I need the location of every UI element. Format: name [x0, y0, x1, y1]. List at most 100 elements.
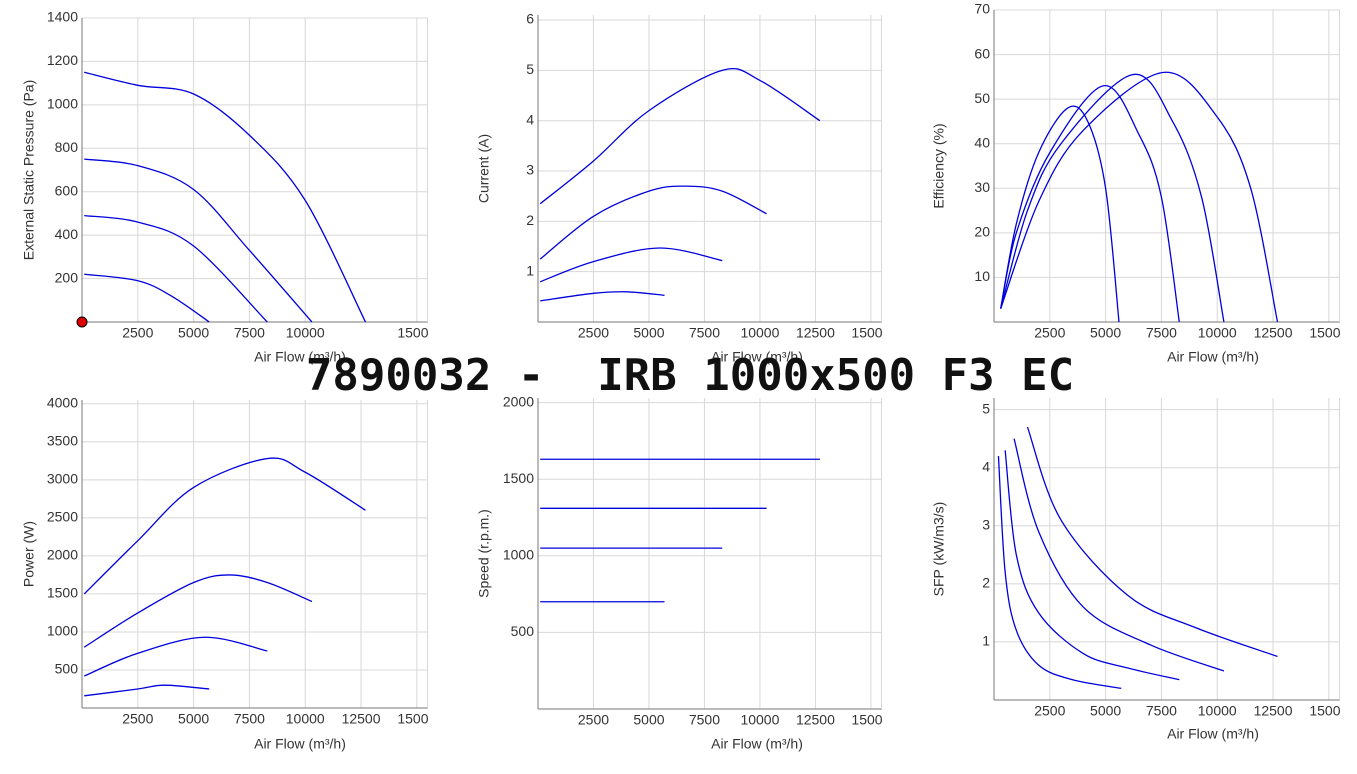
y-tick-label: 2 — [982, 575, 990, 591]
y-tick-label: 1000 — [503, 547, 534, 563]
x-tick-label: 10000 — [1198, 325, 1237, 341]
y-axis-label: External Static Pressure (Pa) — [21, 80, 37, 261]
curve — [539, 185, 767, 260]
curve — [540, 291, 665, 302]
x-tick-label: 5000 — [1090, 703, 1121, 719]
y-tick-label: 4000 — [47, 395, 78, 411]
x-tick-label: 5000 — [178, 325, 209, 341]
y-tick-label: 1500 — [47, 585, 78, 601]
y-tick-label: 3 — [526, 162, 534, 178]
x-tick-label: 2500 — [122, 711, 153, 727]
chart: 500 1000 1500 2000 2500 5000 7500 10000 12500 150… — [476, 393, 890, 752]
y-tick-label: 60 — [974, 45, 990, 61]
curve — [1004, 450, 1180, 681]
y-tick-label: 1 — [982, 633, 990, 649]
y-tick-label: 2500 — [47, 509, 78, 525]
x-axis-label: Air Flow (m³/h) — [254, 736, 346, 752]
x-tick-label: 5000 — [633, 325, 664, 341]
y-axis-label: SFP (kW/m3/s) — [931, 502, 947, 597]
y-tick-label: 5 — [982, 400, 990, 416]
x-tick-label: 5000 — [178, 711, 209, 727]
y-tick-label: 4 — [982, 458, 990, 474]
y-tick-label: 200 — [55, 269, 79, 285]
curve — [84, 273, 210, 323]
x-tick-label: 7500 — [234, 325, 265, 341]
y-tick-label: 400 — [55, 226, 79, 242]
y-axis-label: Speed (r.p.m.) — [476, 509, 492, 598]
y-tick-label: 1400 — [47, 9, 78, 25]
curve — [83, 457, 366, 595]
curve — [1000, 71, 1279, 323]
x-tick-label: 2500 — [578, 712, 609, 728]
y-tick-label: 2000 — [47, 547, 78, 563]
y-tick-label: 1000 — [47, 96, 78, 112]
curve — [1013, 438, 1225, 672]
page-title: 7890032 - IRB 1000x500 F3 EC — [306, 350, 1074, 401]
x-tick-label: 12500 — [1254, 703, 1293, 719]
curve — [1000, 73, 1225, 323]
x-tick-label: 10000 — [740, 325, 779, 341]
y-tick-label: 3500 — [47, 433, 78, 449]
curve — [997, 456, 1122, 690]
x-tick-label: 12500 — [796, 325, 835, 341]
operating-point — [76, 316, 88, 328]
x-tick-label: 7500 — [689, 712, 720, 728]
x-axis-label: Air Flow (m³/h) — [1167, 349, 1259, 365]
curve — [1000, 85, 1180, 323]
y-tick-label: 500 — [55, 661, 79, 677]
x-tick-label: 12500 — [1254, 325, 1293, 341]
x-tick-label: 10000 — [286, 711, 325, 727]
x-tick-label: 2500 — [122, 325, 153, 341]
y-tick-label: 800 — [55, 139, 79, 155]
x-tick-label: 12500 — [342, 711, 381, 727]
x-tick-label: 15000 — [397, 325, 436, 341]
y-tick-label: 1 — [526, 262, 534, 278]
x-tick-label: 7500 — [689, 325, 720, 341]
x-tick-label: 15000 — [397, 711, 436, 727]
y-tick-label: 70 — [974, 1, 990, 17]
x-tick-label: 12500 — [796, 712, 835, 728]
y-tick-label: 5 — [526, 61, 534, 77]
x-tick-label: 7500 — [234, 711, 265, 727]
y-tick-label: 10 — [974, 268, 990, 284]
x-axis-label: Air Flow (m³/h) — [254, 349, 346, 365]
x-tick-label: 15000 — [851, 325, 890, 341]
chart: 200 400 600 800 1000 1200 1400 2500 5000 7500 1000… — [21, 9, 436, 365]
curve — [84, 684, 210, 697]
curve — [83, 636, 268, 677]
x-tick-label: 7500 — [1146, 325, 1177, 341]
y-tick-label: 40 — [974, 134, 990, 150]
curve — [539, 67, 821, 205]
x-tick-label: 7500 — [1146, 703, 1177, 719]
curve — [1000, 105, 1120, 323]
chart: 1 2 3 4 5 6 2500 5000 7500 10000 12500 15000 Air Flo… — [476, 11, 890, 365]
chart: 500 1000 1500 2000 2500 3000 3500 4000 2500 5000 7… — [21, 395, 436, 752]
y-tick-label: 1500 — [503, 470, 534, 486]
y-axis-label: Power (W) — [21, 521, 37, 587]
y-tick-label: 4 — [526, 111, 534, 127]
x-tick-label: 10000 — [286, 325, 325, 341]
y-tick-label: 600 — [55, 182, 79, 198]
x-tick-label: 15000 — [851, 712, 890, 728]
y-tick-label: 50 — [974, 90, 990, 106]
y-tick-label: 1000 — [47, 623, 78, 639]
x-tick-label: 2500 — [1034, 325, 1065, 341]
x-tick-label: 10000 — [1198, 703, 1237, 719]
x-tick-label: 10000 — [740, 712, 779, 728]
x-tick-label: 15000 — [1309, 325, 1348, 341]
y-axis-label: Current (A) — [476, 134, 492, 203]
x-axis-label: Air Flow (m³/h) — [711, 349, 803, 365]
x-tick-label: 2500 — [1034, 703, 1065, 719]
x-tick-label: 15000 — [1309, 703, 1348, 719]
curve — [1026, 426, 1278, 658]
chart: 10 20 30 40 50 60 70 2500 5000 7500 10000 12500 1500… — [931, 1, 1348, 365]
y-tick-label: 6 — [526, 11, 534, 27]
y-tick-label: 500 — [511, 623, 535, 639]
curve — [84, 158, 313, 323]
y-tick-label: 2 — [526, 212, 534, 228]
y-tick-label: 1200 — [47, 52, 78, 68]
x-axis-label: Air Flow (m³/h) — [1167, 726, 1259, 742]
x-tick-label: 2500 — [578, 325, 609, 341]
x-tick-label: 5000 — [1090, 325, 1121, 341]
